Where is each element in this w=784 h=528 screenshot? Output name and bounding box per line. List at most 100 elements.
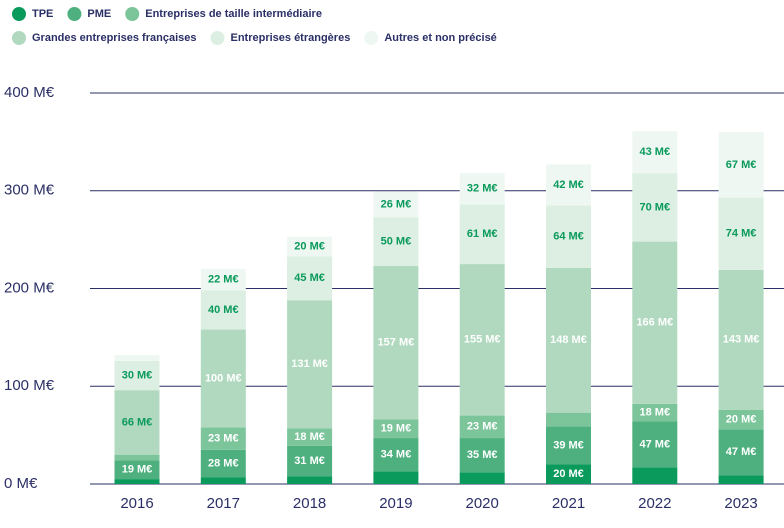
value-label: 23 M€: [467, 421, 498, 433]
value-label: 166 M€: [636, 317, 673, 329]
value-label: 131 M€: [291, 358, 328, 370]
bar-segment: [632, 241, 678, 404]
bar-segment: [632, 173, 678, 242]
bar-segment: [459, 438, 505, 473]
bar-segment: [459, 472, 505, 484]
value-label: 66 M€: [122, 416, 153, 428]
bar-segment: [200, 290, 246, 330]
legend-label: Entreprises de taille intermédiaire: [145, 8, 322, 20]
bar-segment: [287, 300, 333, 429]
y-tick-label: 100 M€: [4, 377, 55, 394]
bar-segment: [200, 477, 246, 484]
bar-segment: [459, 264, 505, 416]
value-label: 39 M€: [553, 439, 584, 451]
value-label: 148 M€: [550, 334, 587, 346]
value-label: 32 M€: [467, 183, 498, 195]
legend-label: PME: [87, 8, 111, 20]
bar-segment: [546, 164, 591, 206]
legend-label: TPE: [32, 8, 53, 20]
bar-segment: [200, 329, 246, 428]
x-tick-label: 2016: [120, 495, 153, 512]
value-label: 67 M€: [726, 159, 757, 171]
bar-segment: [114, 454, 160, 461]
bar-segment: [459, 173, 505, 205]
value-label: 20 M€: [294, 240, 325, 252]
value-label: 20 M€: [553, 468, 584, 480]
value-label: 143 M€: [723, 334, 760, 346]
bar-segment: [200, 449, 246, 478]
value-label: 42 M€: [553, 179, 584, 191]
bar-segment: [287, 445, 333, 477]
y-tick-label: 200 M€: [4, 279, 55, 296]
value-label: 47 M€: [640, 438, 671, 450]
bar-segment: [373, 266, 419, 420]
value-label: 34 M€: [381, 449, 412, 461]
bar-segment: [718, 409, 764, 430]
bar-segment: [200, 427, 246, 450]
value-label: 45 M€: [294, 272, 325, 284]
legend-label: Autres et non précisé: [384, 32, 496, 44]
bar-segment: [546, 412, 591, 427]
value-label: 74 M€: [726, 228, 757, 240]
bar-segment: [718, 132, 764, 198]
bar-segment: [200, 268, 246, 291]
bar-segment: [546, 205, 591, 268]
value-label: 20 M€: [726, 413, 757, 425]
bar-segment: [546, 426, 591, 465]
value-label: 61 M€: [467, 228, 498, 240]
bar-segment: [287, 428, 333, 446]
bar-segment: [632, 131, 678, 174]
bar-segment: [114, 479, 160, 484]
bar-segment: [373, 191, 419, 218]
value-label: 43 M€: [640, 146, 671, 158]
value-label: 22 M€: [208, 274, 239, 286]
value-label: 35 M€: [467, 449, 498, 461]
value-label: 157 M€: [378, 337, 415, 349]
legend-label: Grandes entreprises françaises: [32, 32, 196, 44]
value-label: 47 M€: [726, 446, 757, 458]
bar-segment: [287, 256, 333, 301]
bar-segment: [459, 415, 505, 439]
value-label: 18 M€: [640, 407, 671, 419]
value-label: 64 M€: [553, 231, 584, 243]
value-label: 155 M€: [464, 334, 501, 346]
bar-segment: [373, 217, 419, 267]
y-tick-label: 0 M€: [4, 475, 38, 492]
bar-segment: [287, 476, 333, 484]
value-label: 23 M€: [208, 432, 239, 444]
x-tick-label: 2018: [293, 495, 326, 512]
y-tick-label: 400 M€: [4, 84, 55, 101]
bar-segment: [373, 471, 419, 484]
value-label: 50 M€: [381, 235, 412, 247]
x-tick-label: 2020: [466, 495, 499, 512]
bar-segment: [114, 390, 160, 455]
x-tick-label: 2022: [638, 495, 671, 512]
legend-label: Entreprises étrangères: [230, 32, 350, 44]
bar-segment: [632, 467, 678, 484]
value-label: 40 M€: [208, 304, 239, 316]
bar-segment: [632, 421, 678, 468]
x-tick-label: 2019: [379, 495, 412, 512]
legend-swatch: [12, 31, 26, 45]
bar-segment: [114, 460, 160, 480]
bar-segment: [718, 269, 764, 410]
value-label: 18 M€: [294, 431, 325, 443]
value-label: 31 M€: [294, 455, 325, 467]
legend-swatch: [364, 31, 379, 45]
legend-swatch: [125, 7, 140, 21]
bar-segment: [114, 360, 160, 391]
bar-segment: [114, 354, 160, 361]
value-label: 28 M€: [208, 457, 239, 469]
bar-segment: [546, 267, 591, 413]
legend-swatch: [67, 7, 82, 21]
legend-swatch: [210, 31, 225, 45]
bar-segment: [718, 429, 764, 476]
legend-swatch: [12, 7, 26, 21]
x-tick-label: 2023: [724, 495, 757, 512]
x-tick-label: 2017: [207, 495, 240, 512]
bar-segment: [546, 464, 591, 484]
bar-segment: [373, 419, 419, 439]
value-label: 26 M€: [381, 198, 412, 210]
bar-segment: [287, 236, 333, 257]
